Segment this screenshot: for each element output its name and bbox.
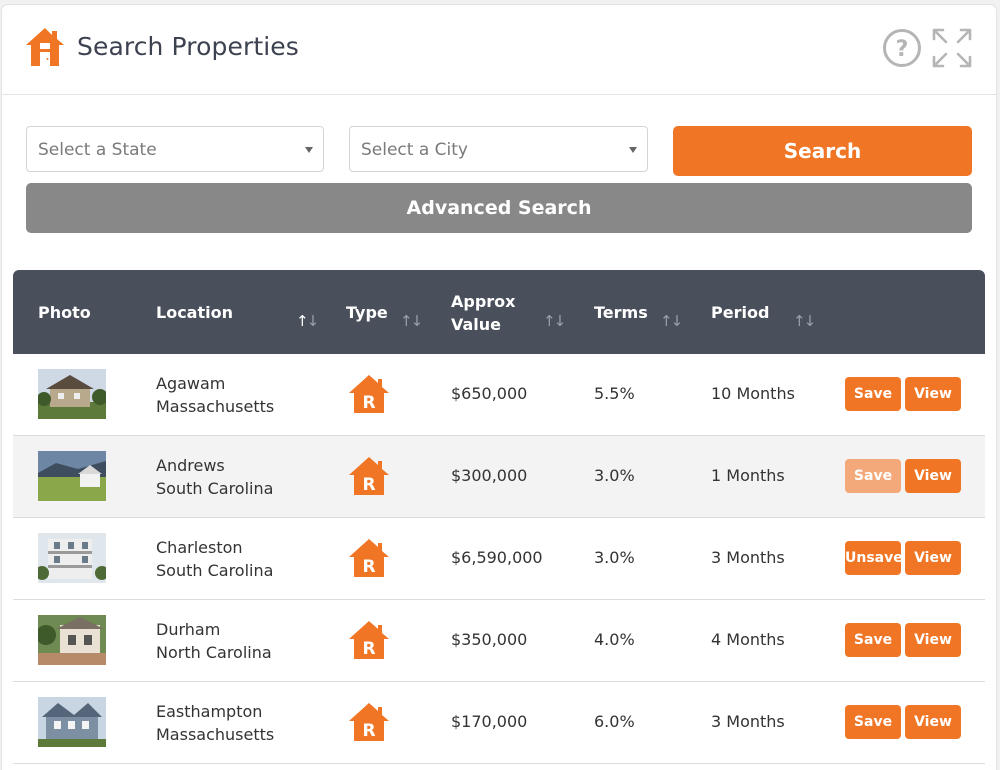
value-cell: $300,000	[451, 466, 528, 485]
location-state: South Carolina	[156, 479, 274, 498]
chevron-down-icon	[305, 147, 313, 153]
page-title: Search Properties	[77, 32, 299, 61]
location-state: North Carolina	[156, 643, 272, 662]
type-badge-letter: R	[362, 721, 375, 741]
col-photo: Photo	[38, 303, 91, 322]
location-city: Agawam	[156, 374, 226, 393]
table-row: Andrews South Carolina R $300,000 3.0% 1…	[13, 436, 985, 518]
property-photo[interactable]	[38, 533, 106, 583]
rental-house-icon: R	[349, 539, 389, 577]
sort-arrows-icon[interactable]: ↑↓	[543, 312, 566, 330]
location-cell: Andrews South Carolina	[156, 454, 273, 500]
rental-house-icon: R	[349, 703, 389, 741]
unsave-button[interactable]: Unsave	[845, 541, 903, 575]
advanced-search-button[interactable]: Advanced Search	[26, 183, 972, 233]
col-approx-value-line1: Approx	[451, 292, 516, 311]
header-bar: Search Properties ?	[2, 5, 996, 95]
rental-house-icon: R	[349, 375, 389, 413]
type-badge-letter: R	[362, 639, 375, 659]
location-cell: Easthampton Massachusetts	[156, 700, 274, 746]
location-state: Massachusetts	[156, 725, 275, 744]
expand-arrows-icon[interactable]	[930, 26, 974, 70]
terms-cell: 5.5%	[594, 384, 635, 403]
period-cell: 1 Months	[711, 466, 785, 485]
save-button[interactable]: Save	[845, 705, 901, 739]
house-icon	[26, 28, 64, 66]
period-cell: 10 Months	[711, 384, 795, 403]
location-city: Durham	[156, 620, 221, 639]
help-circle-icon[interactable]: ?	[882, 28, 922, 68]
period-cell: 4 Months	[711, 630, 785, 649]
location-city: Charleston	[156, 538, 243, 557]
save-button[interactable]: Save	[845, 459, 901, 493]
view-button[interactable]: View	[905, 623, 961, 657]
view-button[interactable]: View	[905, 541, 961, 575]
location-city: Easthampton	[156, 702, 263, 721]
property-photo[interactable]	[38, 369, 106, 419]
property-photo[interactable]	[38, 615, 106, 665]
value-cell: $6,590,000	[451, 548, 543, 567]
search-button[interactable]: Search	[673, 126, 972, 176]
chevron-down-icon	[629, 147, 637, 153]
property-photo[interactable]	[38, 451, 106, 501]
rental-house-icon: R	[349, 457, 389, 495]
view-button[interactable]: View	[905, 705, 961, 739]
table-row: Easthampton Massachusetts R $170,000 6.0…	[13, 682, 985, 764]
col-location[interactable]: Location	[156, 303, 233, 322]
type-badge-letter: R	[362, 393, 375, 413]
terms-cell: 3.0%	[594, 548, 635, 567]
table-row: Charleston South Carolina R $6,590,000 3…	[13, 518, 985, 600]
value-cell: $350,000	[451, 630, 528, 649]
rental-house-icon: R	[349, 621, 389, 659]
city-select-placeholder: Select a City	[361, 140, 468, 160]
terms-cell: 4.0%	[594, 630, 635, 649]
value-cell: $650,000	[451, 384, 528, 403]
terms-cell: 6.0%	[594, 712, 635, 731]
sort-arrows-icon[interactable]: ↑↓	[793, 312, 816, 330]
location-cell: Durham North Carolina	[156, 618, 272, 664]
table-row: Agawam Massachusetts R $650,000 5.5% 10 …	[13, 354, 985, 436]
sort-arrows-icon[interactable]: ↑↓	[296, 312, 319, 330]
save-button[interactable]: Save	[845, 377, 901, 411]
location-state: Massachusetts	[156, 397, 275, 416]
sort-arrows-icon[interactable]: ↑↓	[400, 312, 423, 330]
property-photo[interactable]	[38, 697, 106, 747]
table-row: Durham North Carolina R $350,000 4.0% 4 …	[13, 600, 985, 682]
state-select-placeholder: Select a State	[38, 140, 157, 160]
col-terms[interactable]: Terms	[594, 303, 648, 322]
col-approx-value[interactable]: Approx Value	[451, 290, 516, 336]
col-type[interactable]: Type	[346, 303, 388, 322]
search-properties-card: Search Properties ? Select a State Selec…	[2, 5, 996, 770]
location-cell: Agawam Massachusetts	[156, 372, 274, 418]
value-cell: $170,000	[451, 712, 528, 731]
col-approx-value-line2: Value	[451, 315, 502, 334]
save-button[interactable]: Save	[845, 623, 901, 657]
period-cell: 3 Months	[711, 712, 785, 731]
view-button[interactable]: View	[905, 377, 961, 411]
sort-arrows-icon[interactable]: ↑↓	[660, 312, 683, 330]
type-badge-letter: R	[362, 475, 375, 495]
type-badge-letter: R	[362, 557, 375, 577]
period-cell: 3 Months	[711, 548, 785, 567]
col-period[interactable]: Period	[711, 303, 770, 322]
city-select[interactable]: Select a City	[349, 126, 648, 172]
state-select[interactable]: Select a State	[26, 126, 324, 172]
properties-table: Photo Location ↑↓ Type ↑↓ Approx Value ↑…	[13, 270, 985, 764]
location-state: South Carolina	[156, 561, 274, 580]
view-button[interactable]: View	[905, 459, 961, 493]
terms-cell: 3.0%	[594, 466, 635, 485]
location-city: Andrews	[156, 456, 225, 475]
svg-text:?: ?	[896, 37, 909, 62]
location-cell: Charleston South Carolina	[156, 536, 273, 582]
table-header: Photo Location ↑↓ Type ↑↓ Approx Value ↑…	[13, 270, 985, 354]
